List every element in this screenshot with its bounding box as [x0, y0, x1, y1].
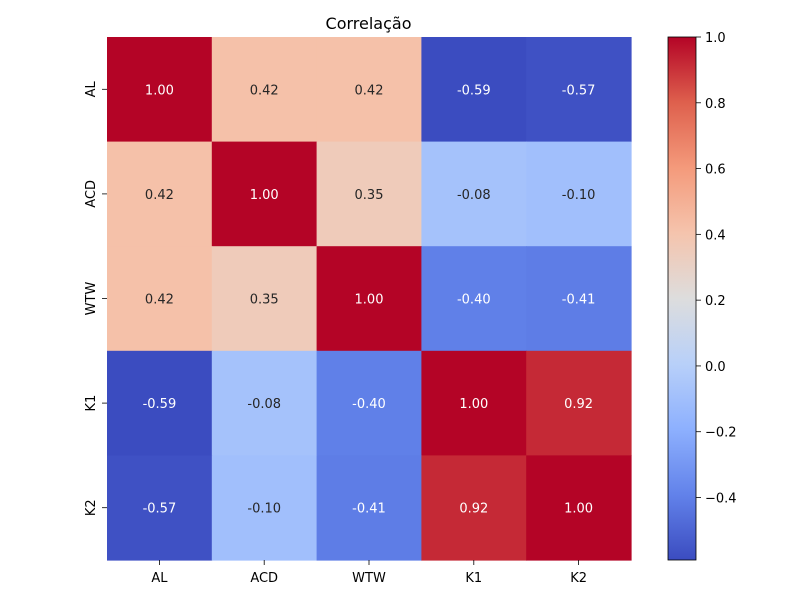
heatmap-cells — [107, 37, 632, 561]
cell-annotation: -0.08 — [457, 188, 491, 203]
x-tick-label: AL — [151, 571, 168, 586]
heatmap-cell-K2-AL — [107, 455, 213, 561]
x-tick-label: ACD — [250, 571, 278, 586]
heatmap-cell-WTW-K1 — [421, 246, 527, 352]
x-tick-label: WTW — [352, 571, 386, 586]
x-tick-label: K2 — [570, 571, 587, 586]
cell-annotation: -0.08 — [247, 397, 281, 412]
cell-annotation: -0.41 — [352, 502, 386, 517]
heatmap-cell-WTW-AL — [107, 246, 213, 352]
heatmap-cell-WTW-ACD — [211, 246, 318, 352]
heatmap-cell-ACD-AL — [107, 141, 213, 247]
x-tick-label: K1 — [465, 571, 482, 586]
chart-title: Correlação — [326, 14, 412, 33]
heatmap-cell-K1-K2 — [526, 350, 632, 456]
cell-annotation: -0.59 — [143, 397, 177, 412]
cell-annotation: 1.00 — [250, 188, 279, 203]
cell-annotation: -0.41 — [562, 293, 596, 308]
cell-annotation: -0.40 — [457, 293, 491, 308]
heatmap-cell-K2-K1 — [421, 455, 527, 561]
heatmap-cell-K1-K1 — [421, 350, 527, 456]
colorbar-tick-label: 1.0 — [705, 31, 726, 46]
colorbar-tick-label: 0.8 — [705, 97, 726, 112]
cell-annotation: 1.00 — [459, 397, 488, 412]
cell-annotation: 0.42 — [145, 293, 174, 308]
cell-annotation: 0.35 — [250, 293, 279, 308]
y-tick-label: WTW — [84, 282, 99, 316]
colorbar-tick-label: 0.4 — [705, 228, 726, 243]
colorbar-gradient — [668, 37, 696, 560]
colorbar-tick-label: 0.2 — [705, 294, 726, 309]
heatmap-cell-K1-ACD — [211, 350, 318, 456]
cell-annotation: -0.10 — [247, 502, 281, 517]
cell-annotation: 1.00 — [355, 293, 384, 308]
cell-annotation: 1.00 — [564, 502, 593, 517]
y-tick-label: ACD — [84, 180, 99, 208]
heatmap-cell-ACD-K1 — [421, 141, 527, 247]
y-axis: AL ACD WTW K1 K2 — [84, 80, 107, 516]
heatmap-cell-AL-K2 — [526, 37, 632, 143]
heatmap-cell-K2-ACD — [211, 455, 318, 561]
cell-annotation: -0.10 — [562, 188, 596, 203]
cell-annotation: 0.42 — [355, 83, 384, 98]
heatmap-cell-WTW-K2 — [526, 246, 632, 352]
heatmap-cell-K2-WTW — [316, 455, 422, 561]
heatmap-cell-K1-AL — [107, 350, 213, 456]
cell-annotation: -0.57 — [562, 83, 596, 98]
heatmap-cell-K1-WTW — [316, 350, 422, 456]
heatmap-cell-AL-K1 — [421, 37, 527, 143]
heatmap-cell-AL-AL — [107, 37, 213, 143]
colorbar-frame — [667, 36, 697, 561]
heatmap-cell-AL-ACD — [211, 37, 318, 143]
heatmap-cell-K2-K2 — [526, 455, 632, 561]
heatmap-cell-ACD-ACD — [211, 141, 318, 247]
cell-annotation: 0.92 — [459, 502, 488, 517]
x-axis: AL ACD WTW K1 K2 — [151, 560, 587, 586]
y-tick-label: K1 — [84, 395, 99, 412]
y-tick-label: K2 — [84, 499, 99, 516]
cell-annotation: 0.42 — [145, 188, 174, 203]
cell-annotation: 0.42 — [250, 83, 279, 98]
heatmap-cell-AL-WTW — [316, 37, 422, 143]
colorbar: 1.0 0.8 0.6 0.4 0.2 0.0 −0.2 −0.4 — [667, 31, 737, 561]
y-tick-label: AL — [84, 80, 99, 97]
cell-annotation: 1.00 — [145, 83, 174, 98]
colorbar-tick-label: −0.4 — [705, 492, 737, 507]
colorbar-tick-label: 0.6 — [705, 163, 726, 178]
cell-annotation: -0.40 — [352, 397, 386, 412]
heatmap-annotations: 1.00 0.42 0.42 -0.59 -0.57 0.42 1.00 0.35 -0.08 -… — [143, 83, 596, 516]
heatmap-cell-ACD-WTW — [316, 141, 422, 247]
cell-annotation: 0.92 — [564, 397, 593, 412]
colorbar-tick-label: 0.0 — [705, 360, 726, 375]
cell-annotation: -0.59 — [457, 83, 491, 98]
cell-annotation: 0.35 — [355, 188, 384, 203]
cell-annotation: -0.57 — [143, 502, 177, 517]
heatmap-cell-WTW-WTW — [316, 246, 422, 352]
heatmap-cell-ACD-K2 — [526, 141, 632, 247]
colorbar-tick-label: −0.2 — [705, 426, 737, 441]
